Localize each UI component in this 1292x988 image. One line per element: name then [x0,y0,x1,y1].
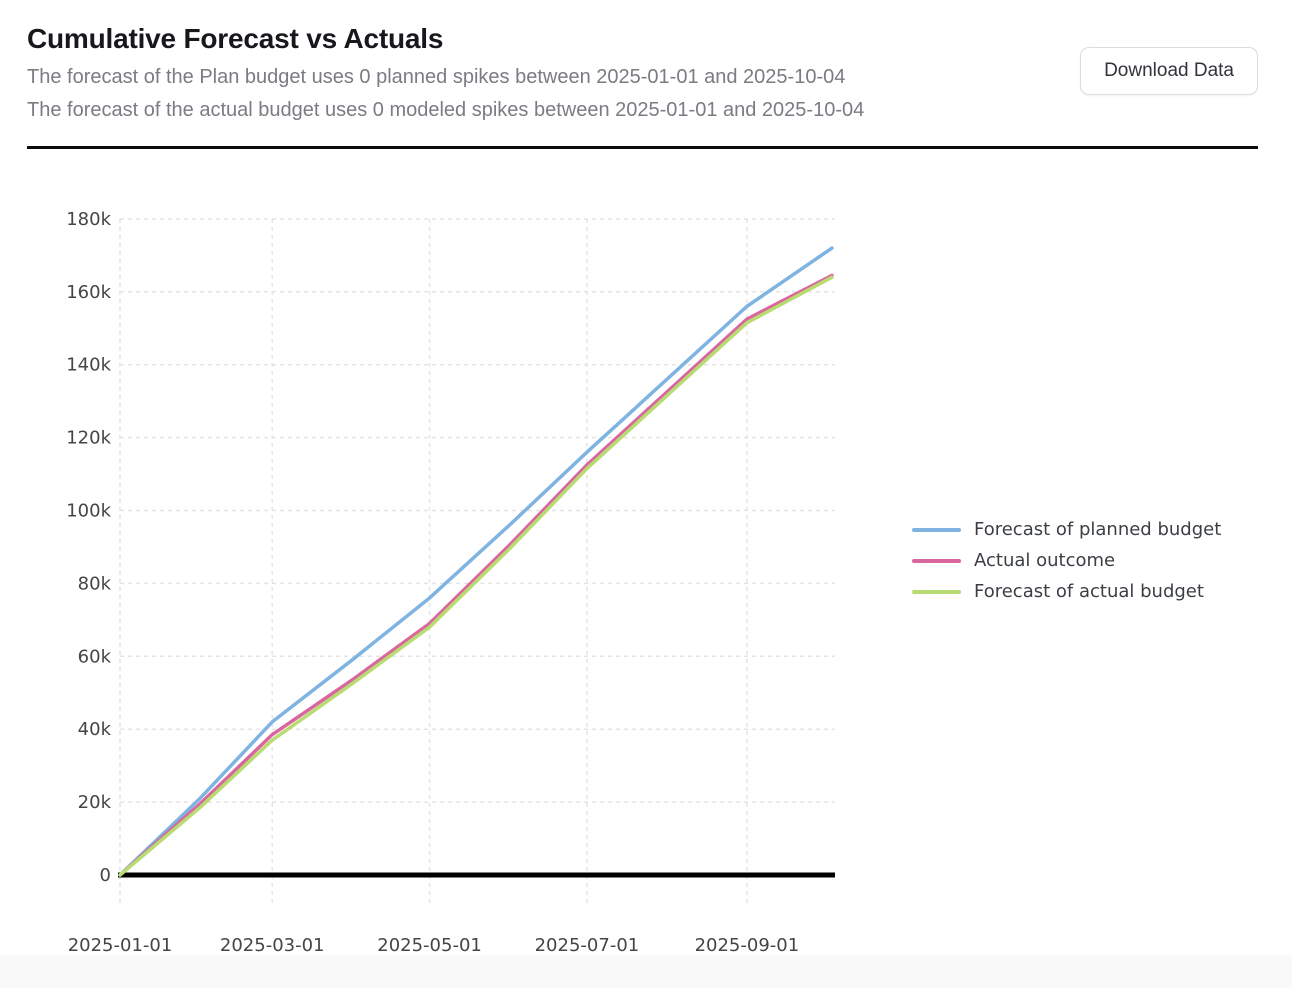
y-tick-label: 180k [66,209,111,230]
y-tick-label: 80k [78,573,112,594]
bottom-strip [0,955,1292,988]
series-line-1 [118,246,834,877]
y-tick-label: 60k [78,646,112,667]
x-tick-label: 2025-05-01 [377,935,482,956]
y-tick-label: 0 [100,865,111,886]
x-tick-label: 2025-07-01 [535,935,640,956]
legend-label: Forecast of actual budget [974,581,1204,602]
header-divider [27,146,1258,149]
subtitle-line-2: The forecast of the actual budget uses 0… [27,99,865,121]
y-tick-label: 20k [78,792,112,813]
legend-item-3[interactable]: Forecast of actual budget [912,581,1221,603]
download-data-button[interactable]: Download Data [1080,47,1258,95]
legend-swatch-icon [912,590,961,594]
subtitle-line-1: The forecast of the Plan budget uses 0 p… [27,66,846,88]
y-tick-label: 140k [66,355,111,376]
page-title: Cumulative Forecast vs Actuals [27,23,444,54]
legend-item-1[interactable]: Forecast of planned budget [912,519,1221,541]
y-tick-label: 160k [66,282,111,303]
y-tick-label: 100k [66,501,111,522]
series-line-3 [118,275,834,877]
x-tick-label: 2025-01-01 [68,935,173,956]
page-header: Cumulative Forecast vs Actuals The forec… [0,0,1292,127]
legend-label: Actual outcome [974,550,1116,571]
legend-item-2[interactable]: Actual outcome [912,550,1221,572]
legend-label: Forecast of planned budget [974,519,1222,540]
y-tick-label: 120k [66,428,111,449]
series-line-2 [118,273,834,877]
y-tick-label: 40k [78,719,112,740]
legend-swatch-icon [912,528,961,532]
x-tick-label: 2025-03-01 [220,935,325,956]
x-tick-label: 2025-09-01 [695,935,800,956]
legend-swatch-icon [912,559,961,563]
chart-canvas: 0 20k 40k 60k 80k 100k 120k 140k 160k 180k 2025-01… [66,209,835,956]
chart-legend: Forecast of planned budget Actual outcome… [912,519,1221,603]
chart: 0 20k 40k 60k 80k 100k 120k 140k 160k 180k 2025-01… [0,165,1292,988]
